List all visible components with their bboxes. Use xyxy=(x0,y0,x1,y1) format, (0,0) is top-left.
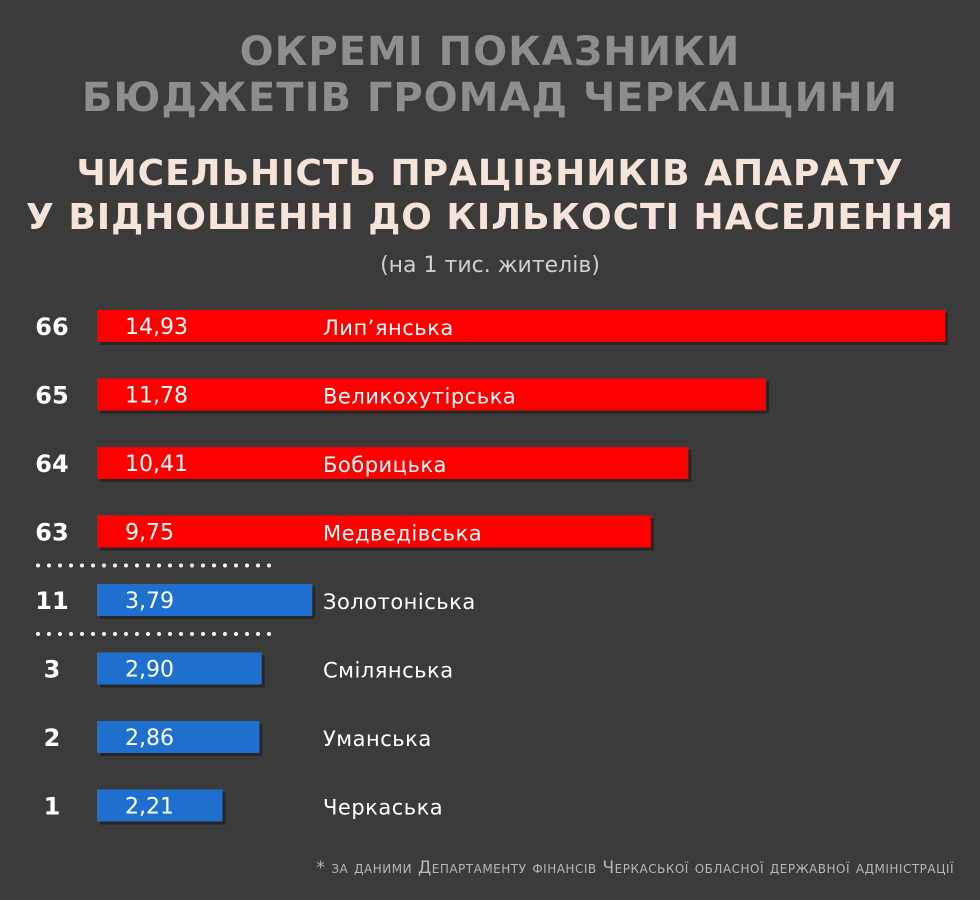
category-label: Черкаська xyxy=(323,796,443,820)
rank-label: 11 xyxy=(35,587,68,615)
bar xyxy=(97,652,262,685)
bar xyxy=(97,515,651,548)
chart-subtitle-line-1: ЧИСЕЛЬНІСТЬ ПРАЦІВНИКІВ АПАРАТУ xyxy=(76,153,904,194)
bar xyxy=(97,378,767,411)
category-label: Лип’янська xyxy=(323,316,454,340)
bar xyxy=(97,789,223,822)
source-footnote: * за даними Департаменту фінансів Черкас… xyxy=(316,858,954,878)
rank-label: 64 xyxy=(35,450,68,478)
category-label: Великохутірська xyxy=(323,385,516,409)
bar xyxy=(97,721,260,753)
value-label: 2,90 xyxy=(125,658,174,683)
bar xyxy=(97,447,689,479)
category-label: Медведівська xyxy=(323,522,482,546)
chart-title-line-2: БЮДЖЕТІВ ГРОМАД ЧЕРКАЩИНИ xyxy=(81,75,899,121)
rank-label: 65 xyxy=(35,382,68,410)
value-label: 2,21 xyxy=(125,795,174,820)
rank-label: 2 xyxy=(44,724,61,752)
chart-title-line-1: ОКРЕМІ ПОКАЗНИКИ xyxy=(239,29,741,75)
category-label: Смілянська xyxy=(323,659,454,683)
rank-label: 63 xyxy=(35,519,68,547)
category-label: Золотоніська xyxy=(323,590,476,614)
rank-label: 66 xyxy=(35,313,68,341)
value-label: 10,41 xyxy=(125,452,188,477)
category-label: Уманська xyxy=(323,727,432,751)
value-label: 14,93 xyxy=(125,315,188,340)
chart-subtitle-line-2: У ВІДНОШЕННІ ДО КІЛЬКОСТІ НАСЕЛЕННЯ xyxy=(26,197,954,238)
unit-label: (на 1 тис. жителів) xyxy=(380,253,600,278)
value-label: 2,86 xyxy=(125,726,174,751)
rank-label: 3 xyxy=(44,656,61,684)
rank-label: 1 xyxy=(44,793,61,821)
bar xyxy=(97,310,945,342)
bar xyxy=(97,584,313,616)
value-label: 11,78 xyxy=(125,384,188,409)
value-label: 3,79 xyxy=(125,589,174,614)
bar-chart: 66 14,93 Лип’янська 65 11,78 Великохутірська 6… xyxy=(35,310,948,825)
category-label: Бобрицька xyxy=(323,453,447,477)
value-label: 9,75 xyxy=(125,521,174,546)
